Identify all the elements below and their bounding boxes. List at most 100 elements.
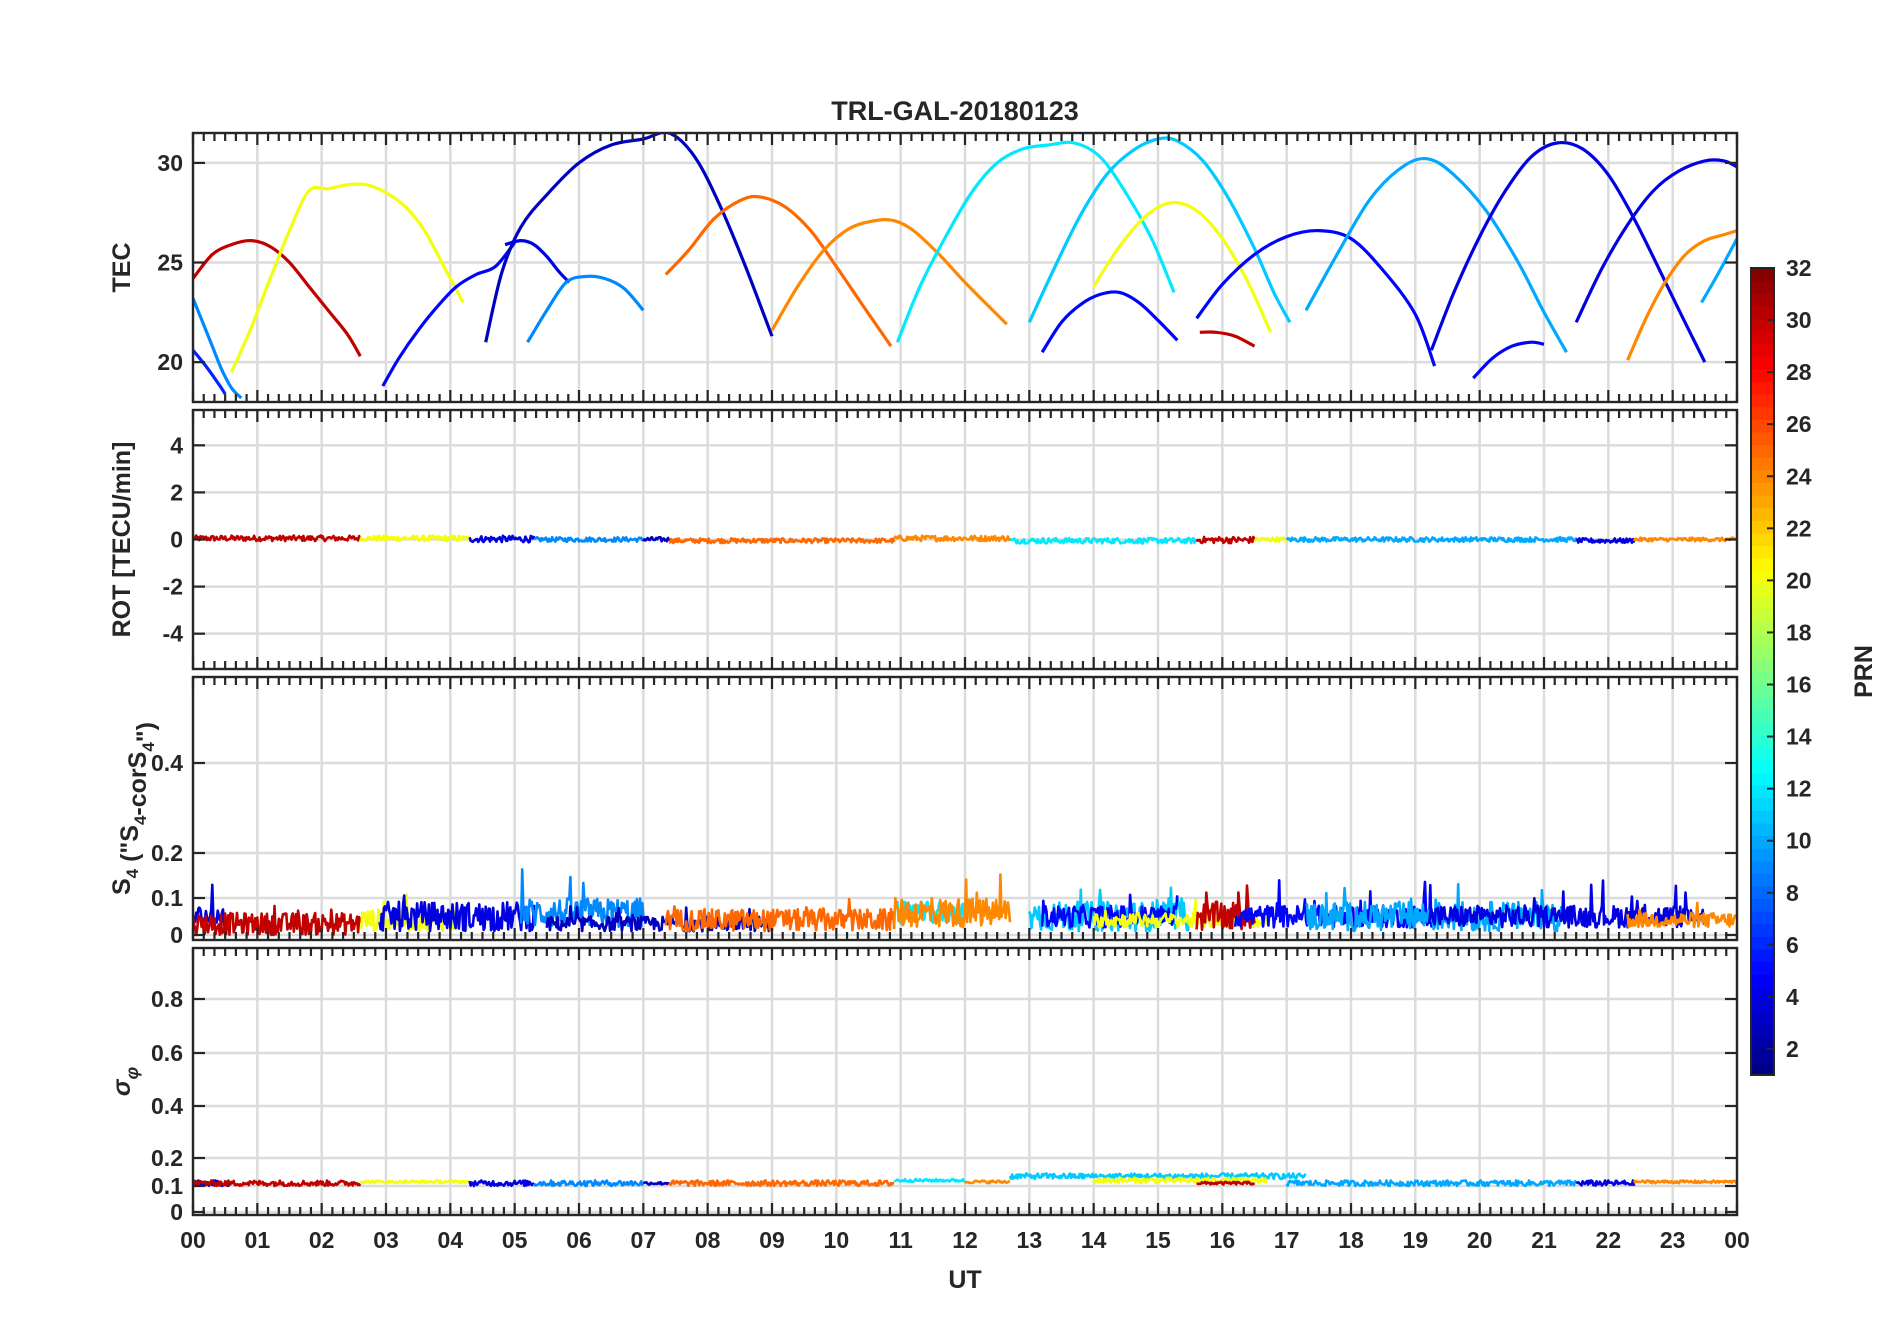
colorbar-band	[1751, 709, 1774, 723]
colorbar-label: PRN	[1850, 645, 1878, 698]
series-prn-4	[1575, 1179, 1636, 1187]
series-prn-25	[667, 1179, 895, 1188]
colorbar-tick-label: 2	[1786, 1036, 1799, 1062]
colorbar-tick-label: 24	[1786, 463, 1812, 489]
colorbar-band	[1751, 457, 1774, 471]
x-tick-label: 09	[759, 1227, 785, 1253]
colorbar-band	[1751, 444, 1774, 458]
colorbar-tick-label: 26	[1786, 411, 1812, 437]
series-prn-5	[1195, 228, 1437, 367]
series-prn-24	[1626, 901, 1737, 929]
series-prn-10	[1700, 237, 1737, 304]
colorbar-band	[1751, 810, 1774, 824]
series-prn-30	[193, 1179, 362, 1188]
colorbar-band	[1751, 684, 1774, 698]
colorbar-band	[1751, 583, 1774, 597]
series-prn-4	[378, 894, 536, 933]
series-prn-30	[1195, 535, 1256, 545]
series-prn-3	[643, 1180, 670, 1186]
y-axis-label: S4 ("S4-corS4")	[108, 722, 160, 895]
colorbar-band	[1751, 873, 1774, 887]
panel-frame	[191, 131, 1739, 404]
series-prn-24	[770, 217, 1008, 332]
x-tick-label: 22	[1596, 1227, 1622, 1253]
x-axis: 00 01 02 03 04 05 06 07 08 09 10 11 12 13 14 15 16 17 18 19…	[180, 1227, 1750, 1294]
series-prn-24	[892, 873, 1012, 929]
series-prn-4	[468, 534, 536, 544]
colorbar-band	[1751, 343, 1774, 357]
colorbar-band	[1751, 331, 1774, 345]
y-axis-label: TEC	[108, 243, 136, 293]
series-prn-30	[1195, 884, 1256, 932]
colorbar-band	[1751, 936, 1774, 950]
series-prn-5	[1040, 290, 1179, 354]
colorbar-band	[1751, 406, 1774, 420]
tick-marks	[191, 410, 1739, 669]
colorbar-band	[1751, 797, 1774, 811]
series-prn-3	[642, 536, 671, 543]
colorbar-band	[1751, 646, 1774, 660]
series-prn-4	[1429, 140, 1707, 363]
series-prn-4	[1574, 158, 1737, 323]
series-prn-20	[359, 534, 470, 543]
colorbar-band	[1751, 784, 1774, 799]
series-prn-9	[193, 297, 243, 400]
grid-lines	[191, 677, 1739, 940]
series-prn-20	[1253, 536, 1288, 544]
colorbar-tick-label: 8	[1786, 880, 1799, 906]
colorbar-band	[1751, 318, 1774, 332]
colorbar-band	[1751, 986, 1774, 1000]
series-prn-10	[1285, 1179, 1578, 1188]
y-tick-label: -4	[163, 621, 184, 647]
x-tick-label: 00	[1724, 1227, 1750, 1253]
y-tick-label: 25	[157, 250, 183, 276]
panel-sigma_phi: 00.10.2 0.4 0.6 0.8 σφ	[108, 946, 1739, 1225]
series-prn-12	[893, 1177, 966, 1184]
y-tick-label: 30	[157, 150, 183, 176]
grid-lines	[191, 133, 1739, 402]
series-prn-24	[1626, 229, 1737, 361]
y-tick-label: 0.2	[151, 1145, 183, 1171]
series-prn-24	[964, 1179, 1011, 1185]
x-tick-label: 21	[1531, 1227, 1557, 1253]
x-tick-label: 23	[1660, 1227, 1686, 1253]
x-tick-label: 18	[1338, 1227, 1364, 1253]
colorbar-band	[1751, 911, 1774, 925]
colorbar-band	[1751, 394, 1774, 408]
colorbar-tick-label: 28	[1786, 359, 1812, 385]
colorbar-band	[1751, 431, 1774, 446]
series-prn-25	[664, 194, 893, 348]
panel-tec: 20 25 30 TEC	[108, 131, 1739, 404]
colorbar-band	[1751, 759, 1774, 773]
x-tick-label: 13	[1017, 1227, 1043, 1253]
colorbar-tick-label: 16	[1786, 672, 1812, 698]
colorbar-band	[1751, 885, 1774, 900]
series-prn-30	[1196, 1180, 1256, 1186]
series-prn-9	[532, 1179, 644, 1188]
y-tick-label: 0.2	[151, 840, 183, 866]
colorbar-band	[1751, 494, 1774, 509]
colorbar-band	[1751, 356, 1774, 370]
y-tick-label: 0.6	[151, 1040, 183, 1066]
series-prn-10	[1304, 156, 1568, 353]
colorbar-band	[1751, 1024, 1774, 1038]
series-group	[193, 534, 1737, 545]
series-prn-5	[1040, 893, 1179, 929]
colorbar-band	[1751, 507, 1774, 521]
colorbar-band	[1751, 999, 1774, 1013]
y-tick-label: 0	[170, 1199, 183, 1225]
x-tick-label: 00	[180, 1227, 206, 1253]
series-prn-20	[230, 182, 465, 373]
series-prn-10	[1285, 535, 1578, 544]
series-prn-3	[484, 133, 774, 343]
colorbar-band	[1751, 633, 1774, 647]
colorbar-tick-label: 32	[1786, 255, 1812, 281]
y-tick-label: 0.4	[151, 1093, 183, 1119]
series-group	[193, 1172, 1737, 1188]
y-tick-label: 0.1	[151, 885, 183, 911]
series-prn-9	[526, 274, 645, 344]
series-prn-6	[193, 349, 227, 395]
panel-frame	[191, 675, 1739, 942]
